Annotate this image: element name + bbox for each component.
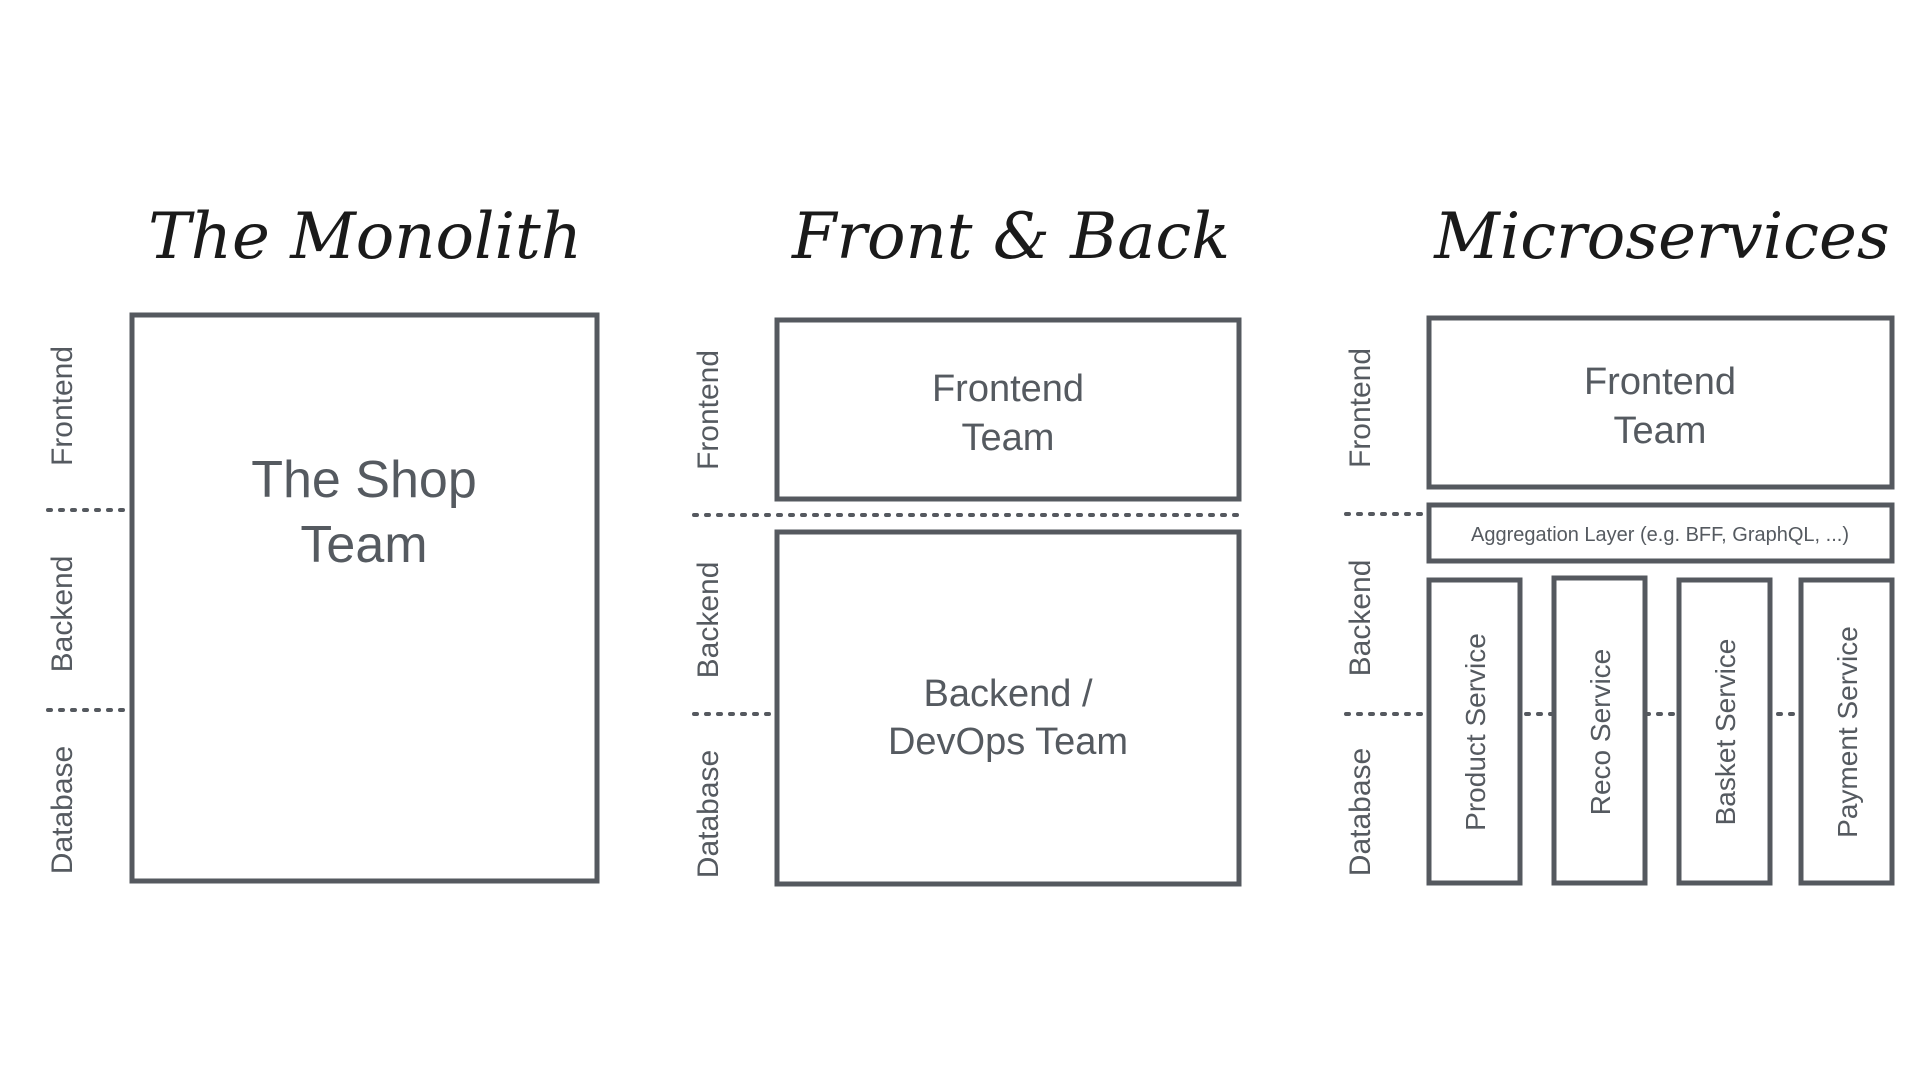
microservices-title: Microservices <box>1433 200 1889 274</box>
service-box-product <box>1426 577 1523 886</box>
service-label-product: Product Service <box>1460 633 1491 831</box>
service-box-reco <box>1551 575 1648 886</box>
front-back-backend-team-line2: DevOps Team <box>888 721 1128 763</box>
monolith-layer-database: Database <box>46 746 79 874</box>
aggregation-layer-label: Aggregation Layer (e.g. BFF, GraphQL, ..… <box>1471 524 1849 546</box>
front-back-frontend-team-line1: Frontend <box>932 368 1084 410</box>
front-back-title: Front & Back <box>791 200 1230 274</box>
front-back-backend-team-box <box>774 529 1242 887</box>
monolith-team-line1: The Shop <box>251 451 477 509</box>
microservices-layer-backend: Backend <box>1344 560 1377 677</box>
front-back-frontend-team-box <box>774 317 1242 502</box>
front-back-column: Front & Back Frontend Team Backend / Dev… <box>692 200 1242 887</box>
front-back-backend-team-line1: Backend / <box>924 673 1093 715</box>
service-box-payment <box>1798 577 1895 886</box>
service-reco: Reco Service <box>1551 575 1648 886</box>
service-box-basket <box>1676 577 1773 886</box>
microservices-frontend-team-line1: Frontend <box>1584 361 1736 403</box>
front-back-layer-frontend: Frontend <box>692 350 725 470</box>
front-back-layer-database: Database <box>692 750 725 878</box>
front-back-layer-backend: Backend <box>692 562 725 679</box>
monolith-team-line2: Team <box>300 516 427 574</box>
service-label-payment: Payment Service <box>1832 626 1863 838</box>
service-payment: Payment Service <box>1798 577 1895 886</box>
monolith-layer-frontend: Frontend <box>46 346 79 466</box>
monolith-team-box <box>129 312 600 884</box>
aggregation-layer-box <box>1426 502 1895 564</box>
monolith-layer-backend: Backend <box>46 556 79 673</box>
monolith-column: The Monolith The Shop Team Frontend Back… <box>46 200 600 884</box>
monolith-title: The Monolith <box>148 200 582 274</box>
service-basket: Basket Service <box>1676 577 1773 886</box>
microservices-frontend-team-line2: Team <box>1614 410 1707 452</box>
service-label-reco: Reco Service <box>1585 649 1616 816</box>
front-back-frontend-team-line2: Team <box>962 417 1055 459</box>
microservices-frontend-team-box <box>1426 315 1895 490</box>
microservices-layer-database: Database <box>1344 748 1377 876</box>
service-product: Product Service <box>1426 577 1523 886</box>
microservices-layer-frontend: Frontend <box>1344 348 1377 468</box>
service-label-basket: Basket Service <box>1710 639 1741 826</box>
microservices-column: Microservices Frontend Team Aggregation … <box>1344 200 1895 886</box>
